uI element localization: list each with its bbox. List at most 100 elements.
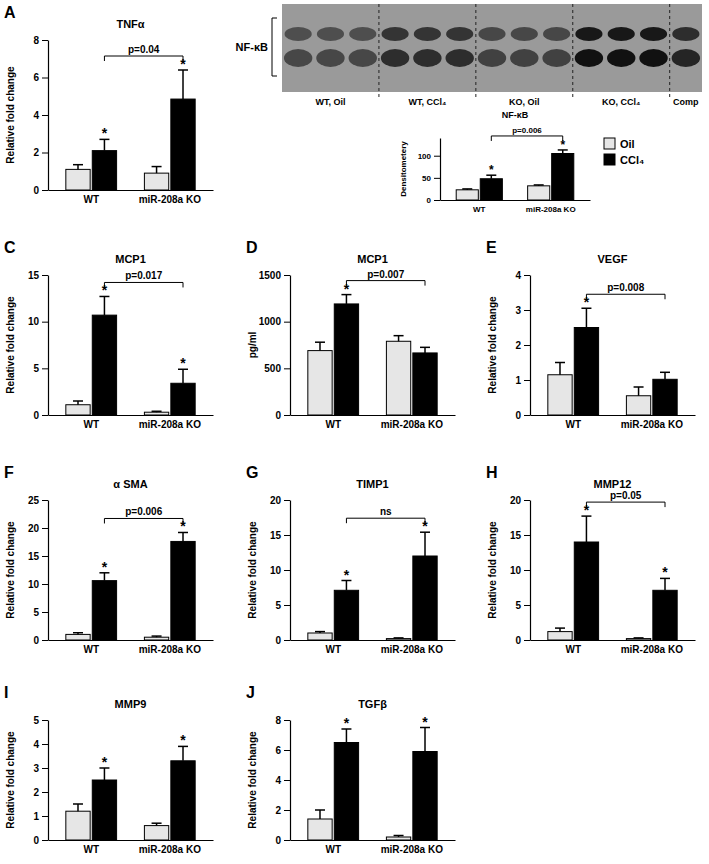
y-tick: 15 <box>270 530 290 541</box>
panel-letter: J <box>246 684 255 701</box>
error-stem <box>346 729 348 743</box>
y-tick: 20 <box>270 495 290 506</box>
x-tick: miR-208a KO <box>139 190 201 205</box>
lane-label: Comp <box>673 97 699 107</box>
y-axis: 02468 <box>275 715 290 846</box>
panel: HMMP12Relative fold change05101520WTmiR-… <box>486 464 696 655</box>
y-axis-label: Relative fold change <box>5 521 16 619</box>
y-axis-line <box>440 139 441 201</box>
error-stem <box>182 70 184 99</box>
significance-star: * <box>102 125 108 141</box>
bar <box>653 379 677 415</box>
bar <box>66 405 90 415</box>
error-cap <box>152 822 162 824</box>
blot-band <box>316 49 344 67</box>
error-bar <box>315 342 325 350</box>
error-cap <box>420 347 430 349</box>
y-axis-line <box>530 276 531 416</box>
error-stem <box>586 308 588 327</box>
y-tick-mark <box>284 840 290 841</box>
blot-band <box>607 49 635 67</box>
y-axis-label: Relative fold change <box>487 521 498 619</box>
error-stem <box>664 372 666 379</box>
y-tick: 10 <box>28 579 48 590</box>
x-tick-label: miR-208a KO <box>139 644 201 655</box>
bar <box>548 632 572 640</box>
y-tick-mark <box>524 535 530 536</box>
blot-band <box>542 49 570 67</box>
y-tick: 4 <box>33 110 48 121</box>
y-tick-mark <box>284 415 290 416</box>
error-stem <box>182 369 184 383</box>
y-tick: 0 <box>275 835 290 846</box>
x-tick-label: WT <box>325 644 341 655</box>
y-tick-label: 1000 <box>259 316 282 327</box>
y-tick-mark <box>434 156 440 157</box>
error-cap <box>660 372 670 374</box>
bar <box>144 412 168 415</box>
bar <box>92 581 116 640</box>
panel-letter: E <box>486 239 497 256</box>
y-tick-mark <box>42 40 48 41</box>
bar <box>552 154 574 201</box>
y-tick-mark <box>434 200 440 201</box>
y-tick-label: 0 <box>33 185 39 196</box>
error-stem <box>319 342 321 350</box>
error-bar <box>555 628 565 632</box>
y-tick: 0 <box>275 635 290 646</box>
plot-area <box>308 532 437 640</box>
panel-letter: G <box>246 464 258 481</box>
panel: ATNFαRelative fold change02468WTmiR-208a… <box>4 4 214 205</box>
x-tick-label: WT <box>565 419 581 430</box>
chart-title: MMP9 <box>115 698 147 710</box>
y-axis: 050100 <box>418 139 441 206</box>
error-bar <box>152 823 162 825</box>
y-axis: 05101520 <box>270 495 291 646</box>
y-tick-label: 15 <box>28 270 40 281</box>
error-bar <box>394 637 404 639</box>
x-tick: miR-208a KO <box>381 640 443 655</box>
error-bar <box>178 70 188 99</box>
y-axis-line <box>530 501 531 641</box>
y-axis-label: Relative fold change <box>487 296 498 394</box>
blot-band <box>445 49 473 67</box>
x-tick: WT <box>565 640 581 655</box>
panel-letter: C <box>4 239 16 256</box>
x-tick: WT <box>83 640 99 655</box>
x-axis-line <box>531 415 696 416</box>
panel: EVEGFRelative fold change01234WTmiR-208a… <box>486 239 696 430</box>
x-tick-label: WT <box>565 644 581 655</box>
blot-band <box>510 49 538 67</box>
blot-band <box>413 49 441 67</box>
error-cap <box>394 335 404 337</box>
error-cap <box>152 166 162 168</box>
blot-band <box>414 27 441 41</box>
x-tick-label: WT <box>325 419 341 430</box>
panel-letter: I <box>4 684 8 701</box>
error-bar <box>99 296 109 315</box>
x-tick-label: miR-208a KO <box>381 844 443 855</box>
y-tick-mark <box>524 345 530 346</box>
error-bar <box>152 411 162 413</box>
blot-band <box>608 27 635 41</box>
error-cap <box>315 631 325 633</box>
bar <box>171 541 195 640</box>
x-tick-label: miR-208a KO <box>381 419 443 430</box>
y-tick-mark <box>42 368 48 369</box>
y-tick-mark <box>284 570 290 571</box>
y-tick-label: 0 <box>515 410 521 421</box>
bar <box>334 304 358 415</box>
bracket <box>346 281 425 286</box>
chart-title: MCP1 <box>357 253 388 265</box>
y-tick: 8 <box>275 715 290 726</box>
y-tick: 8 <box>33 35 48 46</box>
legend: OilCCl₄ <box>604 138 644 166</box>
chart-title: NF-κB <box>502 110 529 120</box>
error-stem <box>104 296 106 315</box>
y-axis-label: Densitometery <box>399 141 408 197</box>
error-cap <box>315 809 325 811</box>
error-cap <box>73 164 83 166</box>
error-stem <box>156 167 158 174</box>
plot-area <box>548 308 677 415</box>
y-tick: 10 <box>270 565 290 576</box>
